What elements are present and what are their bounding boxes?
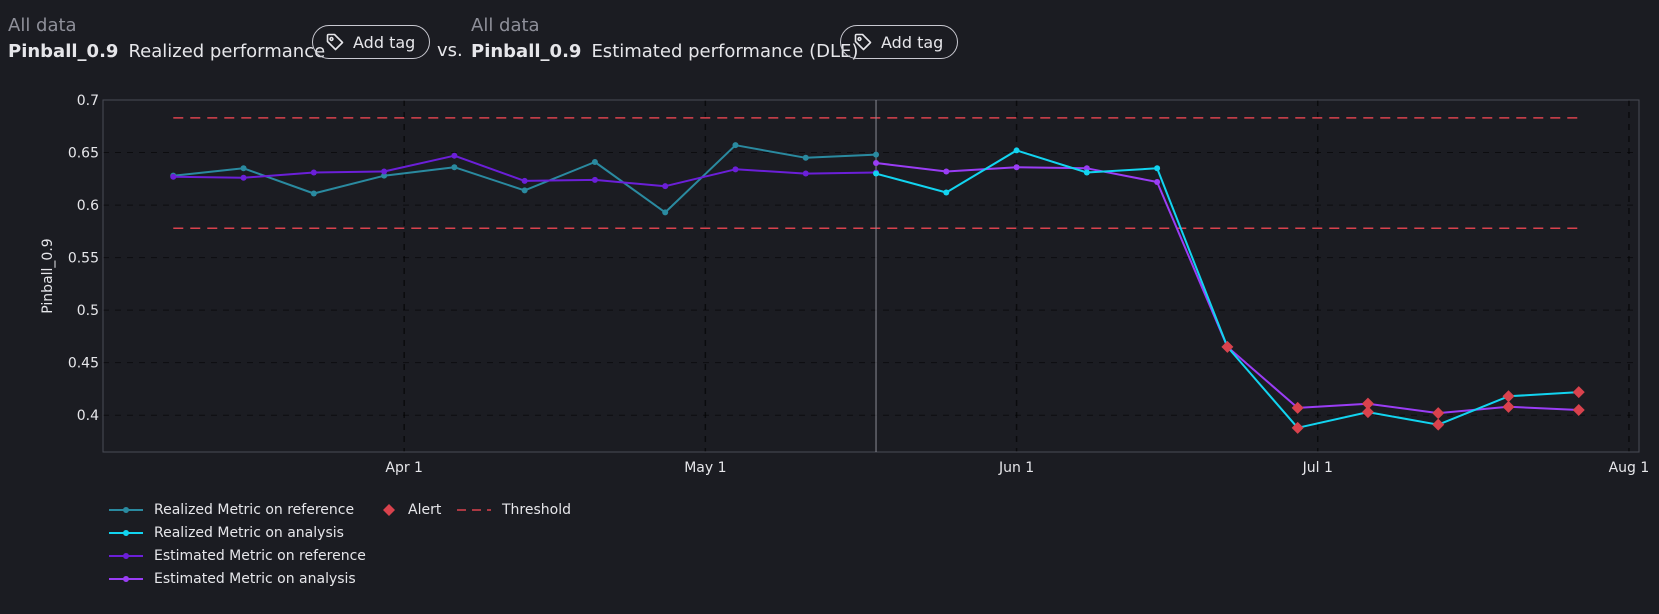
legend-item-realized-analysis[interactable]: Realized Metric on analysis [108,523,344,543]
series-lines [170,142,1582,431]
data-point-realized-reference [451,164,458,171]
y-tick-label: 0.65 [68,146,99,162]
data-point-realized-analysis [1013,147,1020,154]
right-metric-label: Estimated performance (DLE) [591,41,859,62]
data-point-estimated-reference [310,169,317,176]
legend-swatch-estimated-analysis [109,576,143,582]
data-point-estimated-analysis [943,168,950,175]
x-tick-label: Apr 1 [385,460,423,476]
right-title: Pinball_0.9 Estimated performance (DLE) [471,38,858,66]
series-line-estimated-analysis [875,162,1579,415]
data-point-estimated-reference [451,152,458,159]
y-axis-ticks: 0.4 0.45 0.5 0.55 0.6 0.65 0.7 [68,93,99,424]
grid [103,99,1639,452]
legend-label: Realized Metric on analysis [154,525,344,541]
legend-swatch-estimated-reference [109,553,143,559]
data-point-realized-analysis [943,189,950,196]
legend-label: Estimated Metric on analysis [154,571,356,587]
x-tick-label: May 1 [684,460,726,476]
y-tick-label: 0.55 [68,251,99,267]
alert-marker [1291,401,1304,414]
alert-marker [1432,407,1445,420]
tag-icon [854,33,872,51]
y-tick-label: 0.5 [77,303,99,319]
data-point-realized-analysis [1083,169,1090,176]
legend-swatch-realized-analysis [109,530,143,536]
left-add-tag-button[interactable]: Add tag [312,25,431,59]
alert-marker [1432,418,1445,431]
data-point-realized-reference [732,142,739,149]
performance-chart[interactable]: 0.4 0.45 0.5 0.55 0.6 0.65 0.7 Apr 1 May 1 Jun 1… [0,85,1659,485]
legend-item-alert[interactable]: Alert [380,500,441,520]
data-point-realized-analysis [1154,165,1161,172]
x-axis-ticks: Apr 1 May 1 Jun 1 Jul 1 Aug 1 [385,460,1649,476]
y-tick-label: 0.4 [77,408,99,424]
legend-label: Threshold [502,502,571,518]
left-title: Pinball_0.9 Realized performance [8,38,325,66]
legend-swatch-realized-reference [109,507,143,513]
legend-label: Alert [408,502,442,518]
alert-marker [1502,400,1515,413]
data-point-estimated-reference [381,168,388,175]
left-metric-label: Realized performance [128,41,326,62]
data-point-estimated-reference [732,166,739,173]
legend-swatch-threshold [457,509,491,511]
data-point-realized-reference [591,158,598,165]
legend-item-realized-reference[interactable]: Realized Metric on reference [108,500,354,520]
alert-marker [1572,403,1585,416]
alert-marker [1361,406,1374,419]
alert-marker [1291,421,1304,434]
legend-item-estimated-analysis[interactable]: Estimated Metric on analysis [108,569,356,589]
legend-label: Estimated Metric on reference [154,548,366,564]
left-add-tag-label: Add tag [353,32,416,52]
alert-markers [1221,340,1585,434]
right-scope-label: All data [471,15,540,36]
alert-marker [1572,386,1585,399]
x-tick-label: Aug 1 [1609,460,1650,476]
data-point-estimated-reference [662,183,669,190]
left-header: All data Pinball_0.9 Realized performance [8,14,325,66]
data-point-realized-reference [662,209,669,216]
data-point-estimated-reference [591,176,598,183]
data-point-estimated-analysis [1083,165,1090,172]
data-point-estimated-reference [521,177,528,184]
data-point-realized-reference [240,165,247,172]
data-point-realized-reference [381,172,388,179]
data-point-realized-reference [310,190,317,197]
left-scope-label: All data [8,15,77,36]
data-point-estimated-reference [170,173,177,180]
y-tick-label: 0.6 [77,198,99,214]
right-header: All data Pinball_0.9 Estimated performanc… [471,14,858,66]
alert-marker [1502,390,1515,403]
alert-marker [1221,340,1234,353]
data-point-estimated-reference [240,174,247,181]
right-metric-name: Pinball_0.9 [471,41,582,62]
right-add-tag-button[interactable]: Add tag [840,25,959,59]
data-point-realized-reference [873,151,880,158]
x-tick-label: Jul 1 [1302,460,1333,476]
data-point-realized-reference [802,154,809,161]
legend-label: Realized Metric on reference [154,502,355,518]
data-point-estimated-analysis [1013,164,1020,171]
y-tick-label: 0.7 [77,93,99,109]
data-point-estimated-reference [802,170,809,177]
right-add-tag-label: Add tag [881,32,944,52]
x-tick-label: Jun 1 [998,460,1034,476]
legend-item-threshold[interactable]: Threshold [456,500,571,520]
data-point-estimated-analysis [873,160,880,167]
legend-swatch-alert [383,504,395,516]
alert-marker [1361,397,1374,410]
y-tick-label: 0.45 [68,356,99,372]
legend-item-estimated-reference[interactable]: Estimated Metric on reference [108,546,366,566]
data-point-realized-reference [521,187,528,194]
data-point-estimated-analysis [1154,178,1161,185]
vs-label: vs. [437,40,463,61]
data-point-realized-analysis [873,170,880,177]
series-line-realized-analysis [875,149,1579,429]
tag-icon [326,33,344,51]
left-metric-name: Pinball_0.9 [8,41,119,62]
plot-area [102,99,1640,453]
y-axis-label: Pinball_0.9 [40,238,56,313]
